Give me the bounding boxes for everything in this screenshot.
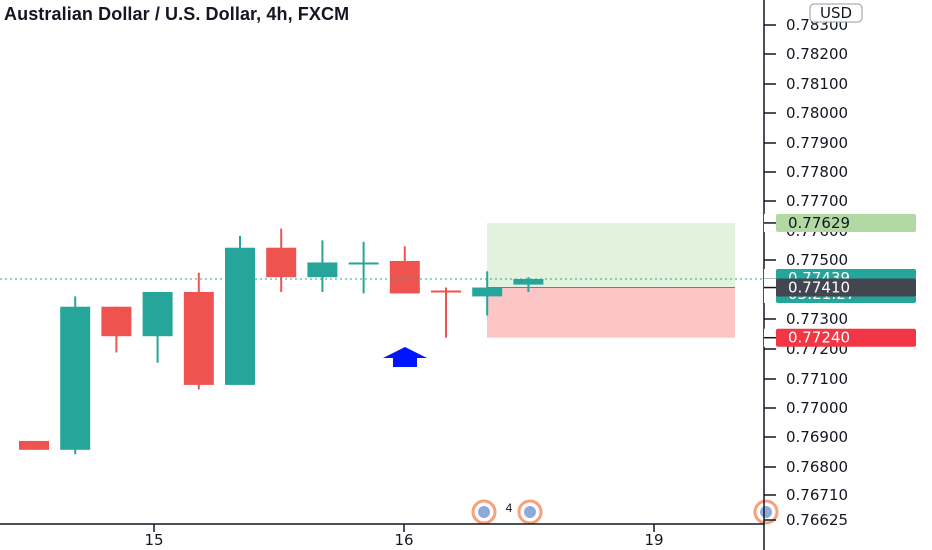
- candle-body: [60, 306, 91, 450]
- price-tag-target: 0.77629: [764, 213, 916, 232]
- candle: [183, 272, 214, 390]
- candle-body: [348, 262, 379, 265]
- price-tag-value: 0.77240: [788, 329, 850, 347]
- price-tag-value: 0.77629: [788, 214, 850, 232]
- candle: [19, 440, 49, 450]
- candle-body: [101, 306, 132, 337]
- y-tick-label: 0.77300: [786, 310, 848, 328]
- candle-body: [183, 291, 214, 385]
- y-tick-label: 0.76800: [786, 458, 848, 476]
- position-zones: [487, 222, 735, 338]
- candle: [101, 306, 132, 353]
- candle-body: [513, 278, 544, 285]
- y-tick-label: 0.76625: [786, 511, 848, 529]
- price-tag-box: [776, 278, 916, 297]
- y-tick-label: 0.76710: [786, 486, 848, 504]
- candles: [19, 228, 544, 455]
- candle-body: [472, 287, 503, 297]
- price-tag-stop: 0.77240: [764, 328, 916, 347]
- x-axis-ticks: 15 16 19: [144, 524, 664, 549]
- candle-body: [266, 247, 297, 278]
- candle: [513, 277, 544, 292]
- x-tick-label: 15: [144, 531, 163, 549]
- candle: [266, 228, 297, 292]
- price-tag-box: [776, 213, 916, 232]
- chart-title: Australian Dollar / U.S. Dollar, 4h, FXC…: [4, 4, 350, 24]
- candle-body: [431, 290, 461, 293]
- y-tick-label: 0.78100: [786, 75, 848, 93]
- profit-zone[interactable]: [487, 222, 735, 288]
- event-badges[interactable]: 4: [471, 499, 779, 525]
- y-tick-label: 0.77700: [786, 192, 848, 210]
- flag-icon: [760, 506, 772, 518]
- candle-body: [142, 291, 173, 337]
- y-tick-label: 0.77900: [786, 134, 848, 152]
- loss-zone[interactable]: [487, 287, 735, 338]
- candle: [431, 287, 461, 338]
- y-tick-label: 0.77000: [786, 399, 848, 417]
- currency-badge-box[interactable]: [809, 3, 863, 23]
- price-tag-box: [776, 328, 916, 347]
- y-tick-label: 0.76900: [786, 428, 848, 446]
- candle-body: [389, 261, 420, 294]
- flag-icon: [478, 506, 490, 518]
- y-tick-label: 0.78000: [786, 104, 848, 122]
- price-tag-entry: 0.77410: [764, 278, 916, 297]
- candle: [225, 235, 255, 385]
- candle: [389, 246, 420, 294]
- candle: [348, 241, 379, 294]
- event-badge[interactable]: [753, 499, 779, 525]
- candle: [142, 291, 173, 363]
- y-tick-label: 0.77500: [786, 251, 848, 269]
- x-tick-label: 16: [394, 531, 413, 549]
- flag-icon: [524, 506, 536, 518]
- currency-badge[interactable]: USD: [820, 4, 852, 22]
- candle-body: [19, 440, 49, 450]
- buy-arrow-icon: [383, 347, 427, 367]
- x-tick-label: 19: [644, 531, 663, 549]
- arrow-shape: [383, 347, 427, 367]
- y-tick-label: 0.77100: [786, 370, 848, 388]
- event-badge[interactable]: [471, 499, 497, 525]
- candle-body: [225, 247, 255, 385]
- candle: [472, 271, 503, 316]
- y-tick-label: 0.77800: [786, 163, 848, 181]
- candle: [307, 240, 338, 292]
- candle: [60, 296, 91, 455]
- event-badge[interactable]: [517, 499, 543, 525]
- event-badge-count: 4: [506, 501, 513, 515]
- y-tick-label: 0.78200: [786, 45, 848, 63]
- price-tag-value: 0.77410: [788, 279, 850, 297]
- candle-body: [307, 262, 338, 278]
